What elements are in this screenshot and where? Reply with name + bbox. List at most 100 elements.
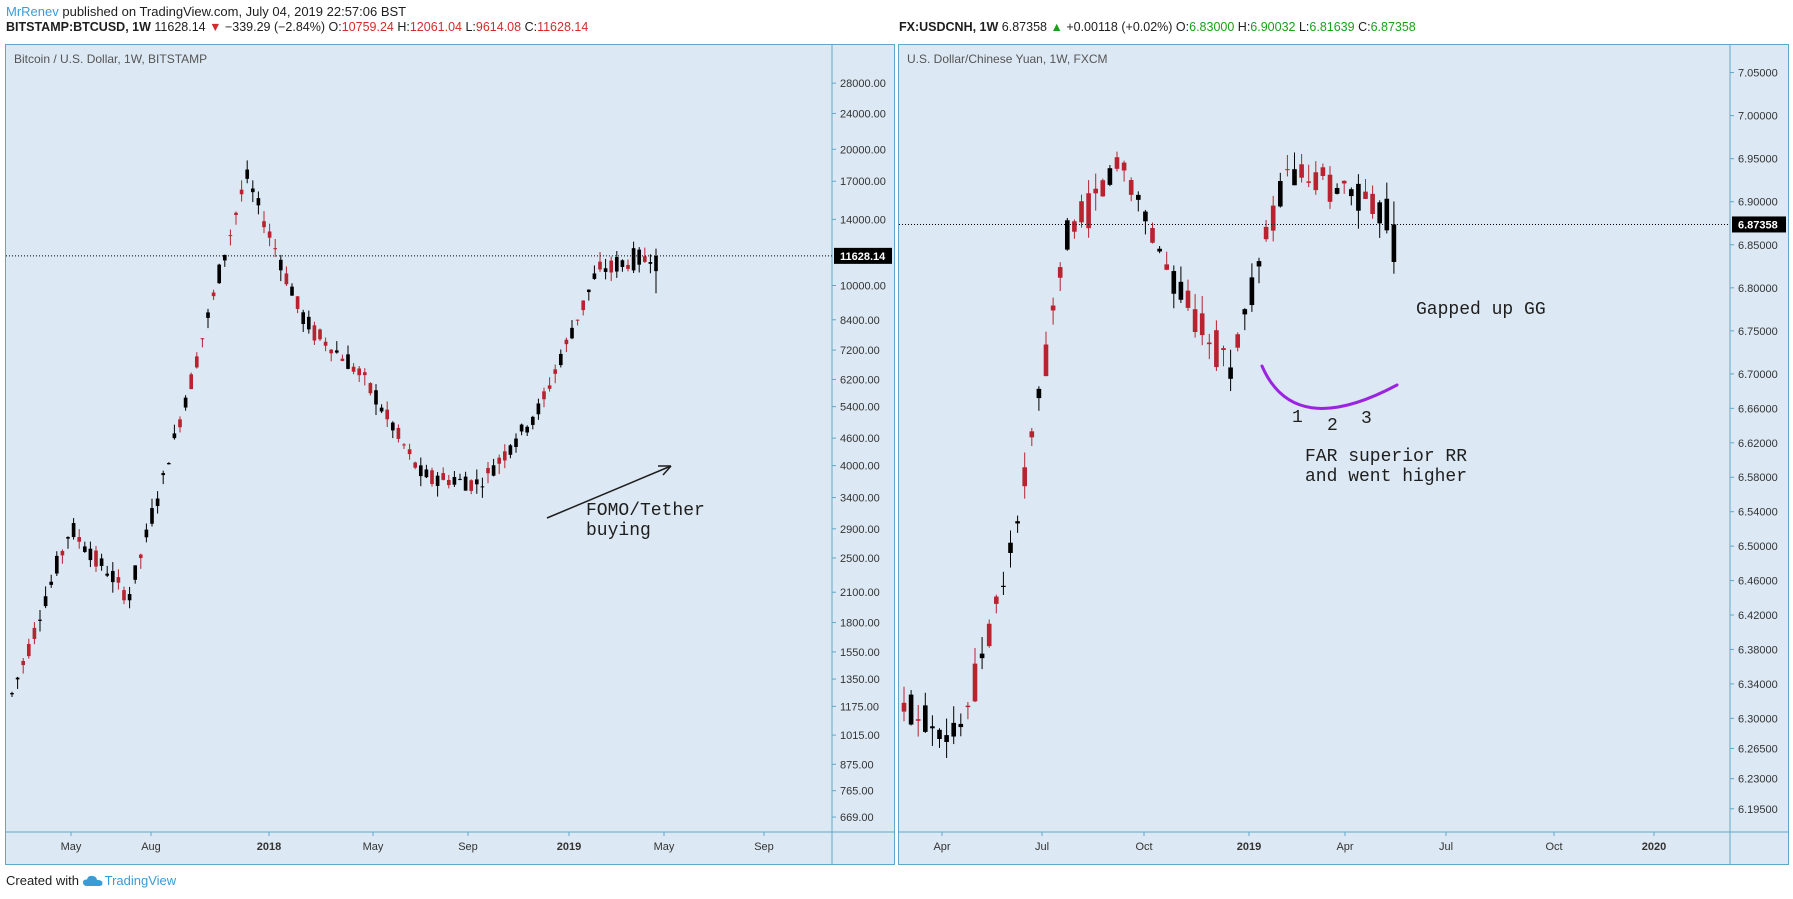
candle-body — [525, 426, 530, 433]
candle-body — [329, 349, 334, 354]
y-tick-label: 6.34000 — [1738, 679, 1778, 691]
candle-body — [1064, 220, 1070, 250]
btc-close: 11628.14 — [537, 20, 589, 34]
candle-body — [295, 296, 300, 309]
cnh-last: 6.87358 — [1001, 20, 1047, 34]
btc-chart-panel[interactable]: Bitcoin / U.S. Dollar, 1W, BITSTAMP 28000… — [5, 44, 895, 865]
candle-body — [105, 573, 110, 576]
btc-change: −339.29 (−2.84%) — [224, 20, 326, 34]
candle-body — [1214, 330, 1219, 368]
candle-body — [178, 419, 182, 428]
y-tick-label: 6.85000 — [1738, 240, 1778, 252]
candle-body — [1306, 181, 1312, 183]
candle-body — [1150, 227, 1155, 243]
up-triangle-icon: ▲ — [1050, 20, 1063, 34]
candle-body — [368, 383, 373, 394]
btc-l-label: L: — [465, 20, 476, 34]
purple-curve-annotation — [1260, 364, 1399, 410]
candle-body — [99, 558, 104, 567]
cnh-symbol: FX:USDCNH, 1W — [899, 20, 999, 34]
y-tick-label: 6.95000 — [1738, 154, 1778, 166]
candle-body — [620, 260, 625, 267]
candle-body — [166, 463, 171, 465]
candle-body — [979, 653, 985, 659]
candle-body — [1008, 542, 1013, 553]
candle-body — [603, 268, 608, 272]
chart-title: Bitcoin / U.S. Dollar, 1W, BITSTAMP — [14, 52, 207, 66]
tradingview-link[interactable]: TradingView — [104, 873, 177, 888]
candle-body — [1242, 309, 1248, 315]
last-price-label: 6.87358 — [1738, 219, 1778, 231]
candle-body — [631, 248, 636, 271]
candle-body — [441, 473, 446, 480]
y-tick-label: 6.66000 — [1738, 403, 1778, 415]
btc-high: 12061.04 — [409, 20, 462, 34]
candle-body — [965, 705, 971, 708]
author-link[interactable]: MrRenev — [6, 4, 59, 19]
candle-body — [1001, 585, 1006, 587]
candle-body — [626, 264, 630, 269]
y-tick-label: 6.62000 — [1738, 438, 1778, 450]
candle-body — [469, 480, 474, 491]
candle-body — [127, 594, 132, 601]
candle-body — [1178, 281, 1184, 300]
btc-c-label: C: — [524, 20, 538, 34]
candle-body — [1363, 191, 1368, 199]
annotation-fomo-1: FOMO/Tether — [586, 501, 705, 521]
candle-body — [312, 325, 317, 341]
down-triangle-icon: ▼ — [209, 20, 222, 34]
candle-body — [575, 319, 580, 321]
candle-body — [502, 451, 507, 461]
y-tick-label: 2900.00 — [840, 524, 880, 536]
y-tick-label: 6.46000 — [1738, 576, 1778, 588]
x-tick-label: Apr — [933, 841, 950, 853]
candle-body — [908, 694, 914, 725]
candle-body — [26, 643, 31, 657]
candle-body — [972, 663, 978, 702]
cnh-chart-svg[interactable]: U.S. Dollar/Chinese Yuan, 1W, FXCM 7.0500… — [899, 45, 1788, 864]
candle-body — [514, 438, 518, 447]
candle-body — [340, 358, 345, 361]
cnh-chart-panel[interactable]: U.S. Dollar/Chinese Yuan, 1W, FXCM 7.0500… — [898, 44, 1789, 865]
y-tick-label: 6.19500 — [1738, 804, 1778, 816]
candle-body — [1391, 224, 1397, 262]
annotation-far-2: and went higher — [1305, 467, 1467, 487]
x-tick-label: Sep — [458, 841, 478, 853]
y-tick-label: 1350.00 — [840, 674, 880, 686]
y-tick-label: 6.50000 — [1738, 541, 1778, 553]
candle-body — [217, 264, 222, 284]
y-tick-label: 2100.00 — [840, 587, 880, 599]
candle-body — [547, 385, 552, 389]
annotation-far-1: FAR superior RR — [1305, 447, 1467, 467]
fomo-arrow-line — [546, 465, 672, 519]
y-tick-label: 875.00 — [840, 759, 874, 771]
candle-body — [183, 397, 188, 408]
candle-body — [463, 476, 468, 491]
candle-body — [1334, 188, 1340, 194]
candle-body — [379, 407, 384, 412]
candle-body — [116, 577, 121, 583]
cnh-low: 6.81639 — [1309, 20, 1355, 34]
candle-body — [586, 289, 591, 293]
candle-body — [1370, 193, 1375, 214]
candle-body — [262, 221, 266, 228]
candle-body — [189, 374, 194, 390]
y-tick-label: 6.30000 — [1738, 713, 1778, 725]
candle-body — [1348, 189, 1354, 197]
candle-body — [200, 338, 205, 340]
y-tick-label: 5400.00 — [840, 402, 880, 414]
annotation-2: 2 — [1327, 416, 1338, 436]
annotation-gapped: Gapped up GG — [1416, 300, 1546, 320]
y-tick-label: 8400.00 — [840, 315, 880, 327]
candle-body — [222, 254, 227, 261]
candle-body — [553, 369, 558, 374]
candle-body — [1256, 261, 1262, 267]
btc-low: 9614.08 — [475, 20, 522, 34]
candle-body — [446, 479, 451, 486]
y-tick-label: 17000.00 — [840, 176, 886, 188]
btc-chart-svg[interactable]: Bitcoin / U.S. Dollar, 1W, BITSTAMP 28000… — [6, 45, 894, 864]
candle-body — [32, 627, 37, 639]
candle-body — [1221, 348, 1226, 351]
chart-title: U.S. Dollar/Chinese Yuan, 1W, FXCM — [907, 52, 1108, 66]
candle-body — [570, 327, 574, 339]
